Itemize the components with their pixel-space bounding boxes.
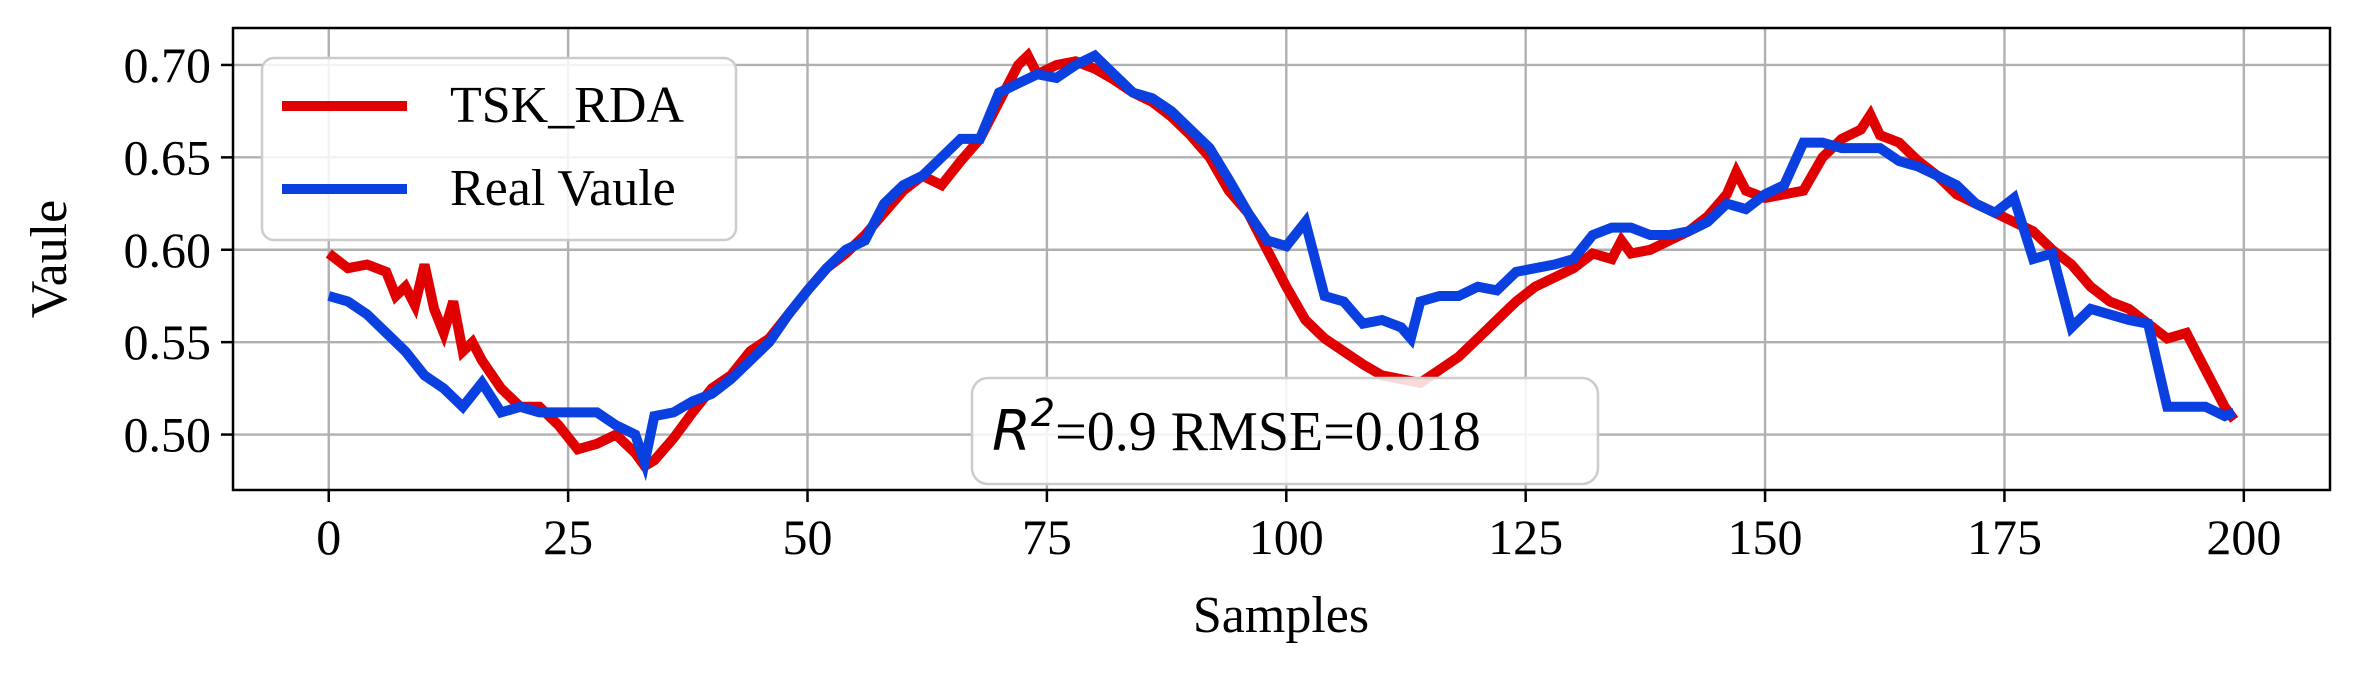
x-tick-label: 0 [316,509,341,565]
x-axis-label: Samples [1193,587,1369,644]
y-axis-label: Vaule [21,200,78,318]
y-tick-label: 0.60 [124,222,212,278]
x-tick-label: 175 [1967,509,2042,565]
legend-label-real-vaule: Real Vaule [450,160,676,217]
tick-layer: 0 25 50 75 100 125 150 175 200 0.50 0.55 0.60 0.65 0.… [124,37,2282,565]
plot-frame [231,26,2332,492]
y-tick-label: 0.70 [124,37,212,93]
series-layer [325,47,2239,482]
x-tick-label: 25 [543,509,593,565]
y-tick-label: 0.65 [124,129,212,185]
x-tick-label: 125 [1488,509,1563,565]
x-tick-label: 50 [783,509,833,565]
r2-symbol: R [992,399,1031,464]
x-tick-label: 150 [1728,509,1803,565]
x-tick-label: 200 [2206,509,2281,565]
metrics-annotation: R2=0.9 RMSE=0.018 [970,376,1600,486]
metrics-annotation-text: R2=0.9 RMSE=0.018 [992,391,1481,464]
legend: TSK_RDA Real Vaule [260,56,738,242]
y-tick-label: 0.50 [124,407,212,463]
legend-label-tsk-rda: TSK_RDA [450,77,684,134]
x-tick-label: 75 [1022,509,1072,565]
y-tick-label: 0.55 [124,314,212,370]
metrics-annotation-box [970,376,1600,486]
r2-exponent: 2 [1031,391,1055,435]
series-line-real-vaule [327,49,2237,482]
metrics-values: =0.9 RMSE=0.018 [1055,401,1481,463]
x-tick-label: 100 [1249,509,1324,565]
